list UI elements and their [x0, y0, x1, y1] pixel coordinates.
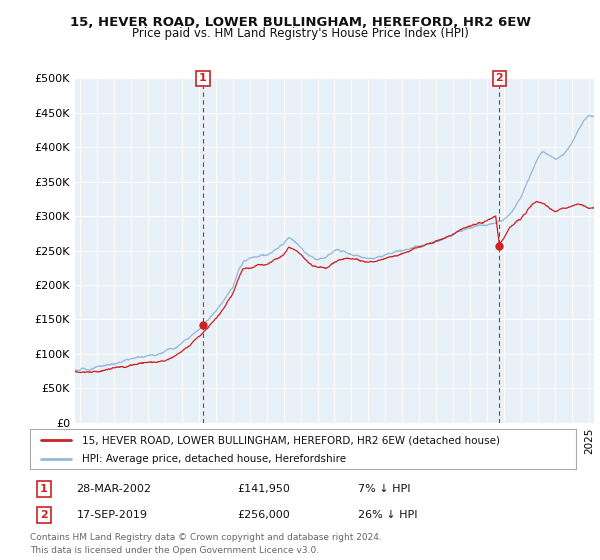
- Text: 1: 1: [40, 484, 47, 494]
- Text: 17-SEP-2019: 17-SEP-2019: [76, 510, 148, 520]
- Text: 28-MAR-2002: 28-MAR-2002: [76, 484, 151, 494]
- Text: 15, HEVER ROAD, LOWER BULLINGHAM, HEREFORD, HR2 6EW: 15, HEVER ROAD, LOWER BULLINGHAM, HEREFO…: [70, 16, 530, 29]
- Text: Contains HM Land Registry data © Crown copyright and database right 2024.
This d: Contains HM Land Registry data © Crown c…: [30, 533, 382, 554]
- Text: 26% ↓ HPI: 26% ↓ HPI: [358, 510, 417, 520]
- Text: 1: 1: [199, 73, 207, 83]
- Text: 2: 2: [40, 510, 47, 520]
- Text: £141,950: £141,950: [238, 484, 290, 494]
- Text: £256,000: £256,000: [238, 510, 290, 520]
- Text: 7% ↓ HPI: 7% ↓ HPI: [358, 484, 410, 494]
- Text: 2: 2: [496, 73, 503, 83]
- Text: 15, HEVER ROAD, LOWER BULLINGHAM, HEREFORD, HR2 6EW (detached house): 15, HEVER ROAD, LOWER BULLINGHAM, HEREFO…: [82, 435, 500, 445]
- Text: Price paid vs. HM Land Registry's House Price Index (HPI): Price paid vs. HM Land Registry's House …: [131, 27, 469, 40]
- Text: HPI: Average price, detached house, Herefordshire: HPI: Average price, detached house, Here…: [82, 454, 346, 464]
